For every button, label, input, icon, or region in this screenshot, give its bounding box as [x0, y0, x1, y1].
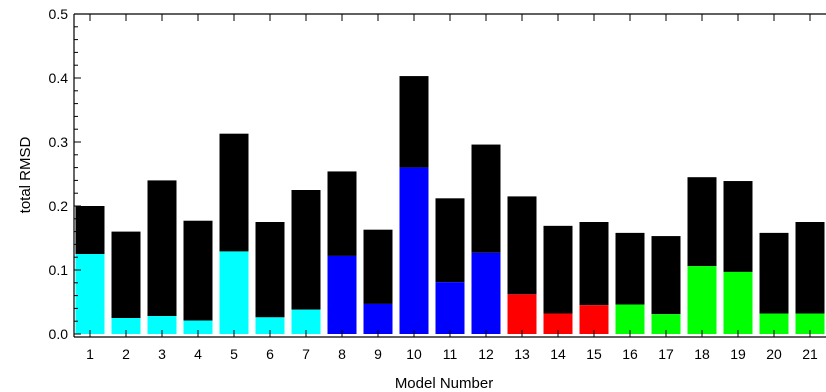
bar-upper-segment-14: [543, 225, 573, 314]
bar-lower-segment-5: [219, 251, 249, 334]
bar-upper-segment-3: [147, 180, 177, 317]
x-tick-label: 7: [302, 346, 310, 362]
y-tick-label: 0.4: [49, 70, 69, 86]
y-tick-label: 0.0: [49, 326, 69, 342]
bar-upper-segment-6: [255, 222, 285, 318]
y-axis-title: total RMSD: [17, 136, 34, 213]
y-tick-label: 0.3: [49, 134, 69, 150]
x-tick-label: 16: [622, 346, 638, 362]
bar-lower-segment-19: [723, 271, 753, 334]
x-tick-label: 20: [766, 346, 782, 362]
bar-lower-segment-11: [435, 282, 465, 334]
bar-lower-segment-17: [651, 314, 681, 334]
bar-lower-segment-7: [291, 309, 321, 334]
x-tick-label: 3: [158, 346, 166, 362]
x-tick-label: 12: [478, 346, 494, 362]
bar-upper-segment-2: [111, 231, 141, 318]
bar-upper-segment-19: [723, 181, 753, 272]
x-tick-label: 9: [374, 346, 382, 362]
bar-upper-segment-13: [507, 196, 537, 295]
bar-lower-segment-18: [687, 266, 717, 334]
x-tick-label: 6: [266, 346, 274, 362]
bar-lower-segment-8: [327, 255, 357, 334]
bar-lower-segment-12: [471, 252, 501, 334]
y-tick-label: 0.5: [49, 6, 69, 22]
bar-upper-segment-1: [75, 206, 105, 254]
bar-upper-segment-20: [759, 232, 789, 314]
x-axis-title: Model Number: [395, 375, 493, 392]
x-tick-label: 17: [658, 346, 674, 362]
bar-upper-segment-18: [687, 177, 717, 267]
x-tick-label: 11: [443, 346, 458, 362]
x-tick-label: 1: [86, 346, 94, 362]
x-tick-label: 14: [550, 346, 566, 362]
bar-upper-segment-9: [363, 229, 393, 304]
bar-lower-segment-3: [147, 316, 177, 334]
bar-lower-segment-20: [759, 313, 789, 334]
bar-upper-segment-10: [399, 76, 429, 168]
bar-upper-segment-11: [435, 198, 465, 283]
bars-layer: [75, 76, 825, 334]
x-tick-label: 10: [406, 346, 422, 362]
x-tick-label: 5: [230, 346, 238, 362]
bar-lower-segment-15: [579, 305, 609, 334]
bar-lower-segment-21: [795, 313, 825, 334]
y-tick-label: 0.1: [49, 262, 69, 278]
bar-lower-segment-10: [399, 167, 429, 334]
bar-lower-segment-1: [75, 254, 105, 334]
x-tick-label: 15: [586, 346, 602, 362]
bar-upper-segment-21: [795, 222, 825, 314]
x-tick-label: 13: [514, 346, 530, 362]
bar-upper-segment-7: [291, 190, 321, 310]
x-tick-label: 21: [802, 346, 818, 362]
x-tick-label: 8: [338, 346, 346, 362]
axes-layer: 0.00.10.20.30.40.51 2 3 4 5 6 7 8 9 10 11 12 13 14 15 1…: [49, 6, 826, 362]
x-tick-label: 4: [194, 346, 202, 362]
x-tick-label: 18: [694, 346, 710, 362]
bar-lower-segment-16: [615, 304, 645, 334]
bar-lower-segment-13: [507, 294, 537, 334]
x-tick-label: 2: [122, 346, 130, 362]
bar-lower-segment-14: [543, 313, 573, 334]
y-tick-label: 0.2: [49, 198, 69, 214]
bar-upper-segment-17: [651, 236, 681, 315]
bar-lower-segment-9: [363, 303, 393, 334]
bar-lower-segment-6: [255, 317, 285, 334]
bar-upper-segment-12: [471, 144, 501, 253]
bar-upper-segment-8: [327, 171, 357, 256]
bar-upper-segment-4: [183, 220, 213, 321]
x-tick-label: 19: [730, 346, 746, 362]
bar-upper-segment-5: [219, 133, 249, 252]
bar-lower-segment-4: [183, 320, 213, 334]
bar-lower-segment-2: [111, 318, 141, 334]
bar-upper-segment-15: [579, 222, 609, 306]
bar-upper-segment-16: [615, 232, 645, 305]
